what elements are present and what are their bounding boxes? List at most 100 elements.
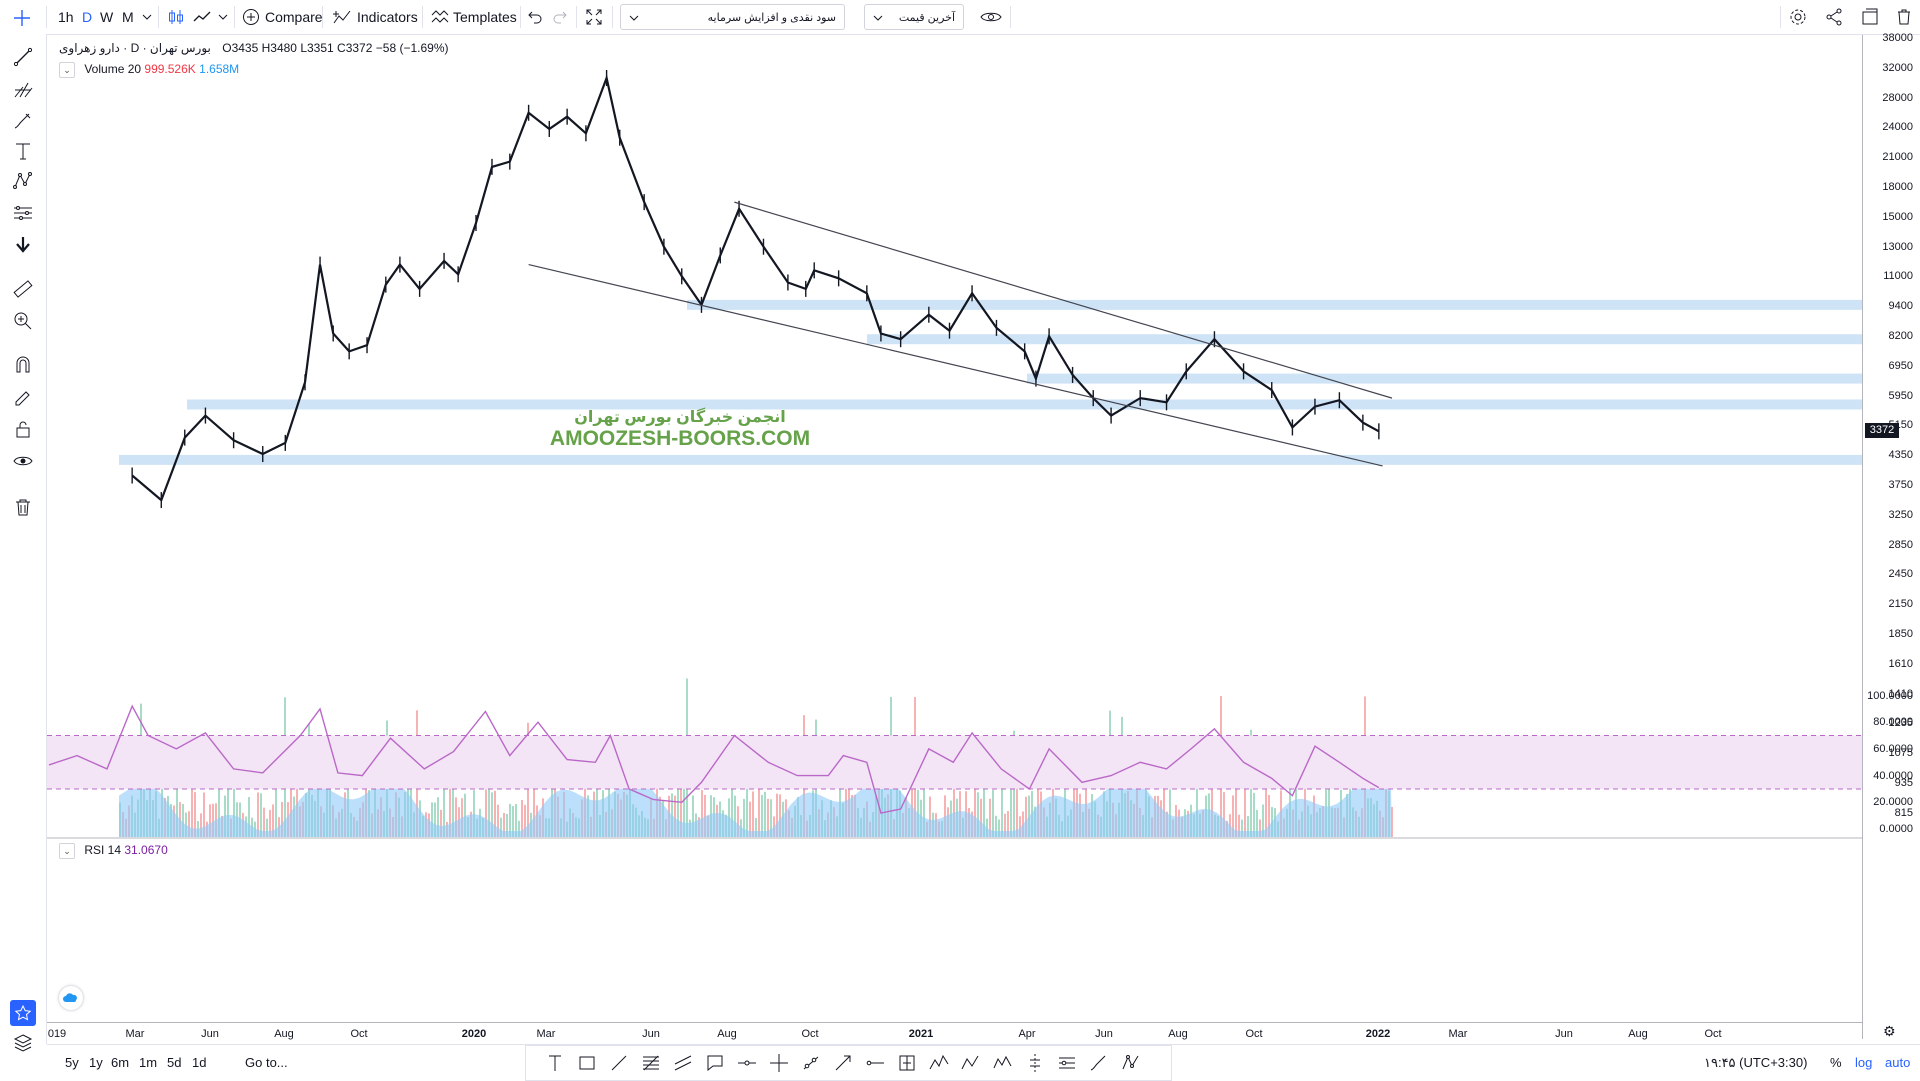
rsi-collapse-button[interactable]: ⌄ — [59, 843, 75, 859]
crosshair-icon[interactable] — [12, 8, 32, 28]
line-chart-icon[interactable] — [192, 7, 212, 27]
time-axis-label: Aug — [274, 1028, 294, 1040]
volume-bar — [1010, 786, 1012, 837]
volume-bar — [1001, 784, 1003, 837]
favorites-button[interactable] — [10, 1000, 36, 1026]
price-axis-label: 1235 — [1888, 717, 1913, 730]
price-type-dropdown[interactable]: آخرین قیمت — [864, 4, 964, 30]
date-range-icon[interactable] — [896, 1052, 918, 1074]
time-display[interactable]: ۱۹:۴۵ (UTC+3:30) — [1704, 1055, 1808, 1070]
candles-icon[interactable] — [166, 7, 186, 27]
chevron-down-icon[interactable] — [142, 12, 152, 22]
eye-icon[interactable] — [12, 450, 34, 472]
trash-icon[interactable] — [12, 496, 34, 518]
log-toggle[interactable]: log — [1855, 1055, 1873, 1070]
rectangle-tool-icon[interactable] — [576, 1052, 598, 1074]
dividends-dropdown[interactable]: سود نقدی و افزایش سرمایه — [620, 4, 845, 30]
chevron-down-icon[interactable] — [218, 12, 228, 22]
volume-collapse-button[interactable]: ⌄ — [59, 62, 75, 78]
range-5y[interactable]: 5y — [65, 1055, 79, 1070]
axis-settings-icon[interactable]: ⚙ — [1883, 1023, 1896, 1039]
percent-toggle[interactable]: % — [1830, 1055, 1842, 1070]
goto-button[interactable]: Go to... — [245, 1055, 288, 1070]
ray-icon[interactable] — [800, 1052, 822, 1074]
gear-icon[interactable] — [1788, 7, 1808, 27]
zoom-icon[interactable] — [12, 310, 34, 332]
forecast-icon[interactable] — [1056, 1052, 1078, 1074]
eye-icon[interactable] — [980, 9, 1002, 25]
volume-value: 999.526K — [144, 62, 196, 77]
price-axis-label: 935 — [1894, 777, 1913, 789]
price-chart[interactable] — [47, 35, 1862, 1039]
interval-w[interactable]: W — [100, 9, 114, 25]
vertical-line-icon[interactable] — [1024, 1052, 1046, 1074]
volume-bar — [1223, 792, 1225, 837]
fib-retracement-icon[interactable] — [640, 1052, 662, 1074]
interval-1h[interactable]: 1h — [58, 9, 74, 25]
arrow-down-icon[interactable] — [12, 234, 34, 256]
range-1d[interactable]: 1d — [192, 1055, 207, 1070]
range-1y[interactable]: 1y — [89, 1055, 103, 1070]
share-icon[interactable] — [1824, 7, 1844, 27]
time-axis[interactable]: 019 Mar Jun Aug Oct 2020 Mar Jun Aug Oct 2021 Apr Ju… — [47, 1022, 1862, 1045]
fullscreen-icon[interactable] — [584, 7, 604, 27]
line-tool-icon[interactable] — [608, 1052, 630, 1074]
symbol-name[interactable]: دارو زهراوی — [59, 41, 120, 55]
parallel-channel-icon[interactable] — [672, 1052, 694, 1074]
interval-d[interactable]: D — [82, 9, 93, 25]
brush-icon[interactable] — [12, 110, 34, 132]
horizontal-line-icon[interactable] — [736, 1052, 758, 1074]
volume-bar — [764, 791, 766, 837]
range-1m[interactable]: 1m — [139, 1055, 158, 1070]
price-axis-label: 3250 — [1888, 508, 1913, 521]
chart-pane[interactable]: دارو زهراوی · D · بورس تهران O3435 H3480… — [47, 35, 1862, 1039]
indicators-icon[interactable] — [332, 7, 352, 27]
volume-bar — [452, 785, 454, 837]
tradingview-logo[interactable] — [59, 986, 83, 1010]
callout-icon[interactable] — [704, 1052, 726, 1074]
arrow-tool-icon[interactable] — [832, 1052, 854, 1074]
brush-tool-icon[interactable] — [1088, 1052, 1110, 1074]
abcd-pattern-icon[interactable] — [960, 1052, 982, 1074]
range-6m[interactable]: 6m — [111, 1055, 130, 1070]
rsi-label[interactable]: RSI 14 — [84, 843, 122, 858]
xabcd-pattern-icon[interactable] — [1120, 1052, 1142, 1074]
trend-line-icon[interactable] — [12, 46, 34, 68]
pencil-lock-icon[interactable] — [12, 386, 34, 408]
range-5d[interactable]: 5d — [167, 1055, 182, 1070]
compare-plus-icon[interactable] — [242, 8, 260, 26]
compare-button[interactable]: Compare — [265, 9, 323, 25]
magnet-icon[interactable] — [12, 354, 34, 376]
horizontal-ray-icon[interactable] — [864, 1052, 886, 1074]
trash-icon[interactable] — [1894, 7, 1914, 27]
volume-bar — [434, 802, 436, 837]
volume-bar — [1241, 819, 1243, 837]
cross-line-icon[interactable] — [768, 1052, 790, 1074]
pitchfork-icon[interactable] — [12, 78, 34, 100]
time-axis-label: Mar — [1448, 1028, 1468, 1040]
auto-toggle[interactable]: auto — [1885, 1055, 1911, 1070]
redo-icon[interactable] — [552, 9, 568, 25]
time-axis-label: Mar — [536, 1028, 556, 1040]
ruler-icon[interactable] — [12, 278, 34, 300]
indicators-button[interactable]: Indicators — [357, 9, 418, 25]
price-axis-label: 1610 — [1888, 657, 1913, 670]
elliott-wave-icon[interactable] — [928, 1052, 950, 1074]
text-icon[interactable] — [12, 140, 34, 162]
templates-icon[interactable] — [430, 7, 450, 27]
undo-icon[interactable] — [527, 9, 543, 25]
price-axis-label: 11000 — [1883, 270, 1913, 283]
layers-icon[interactable] — [12, 1032, 34, 1054]
prediction-icon[interactable] — [12, 202, 34, 224]
price-axis[interactable]: 38000 32000 28000 24000 21000 18000 15000 13000… — [1862, 32, 1920, 1039]
window-icon[interactable] — [1860, 7, 1880, 27]
abcde-pattern-icon[interactable] — [992, 1052, 1014, 1074]
lock-icon[interactable] — [12, 418, 34, 440]
volume-bar — [1025, 796, 1027, 837]
pattern-icon[interactable] — [12, 170, 34, 192]
interval-m[interactable]: M — [122, 9, 134, 25]
text-tool-icon[interactable] — [544, 1052, 566, 1074]
time-axis-label: Aug — [1168, 1028, 1188, 1040]
volume-label[interactable]: Volume 20 — [84, 62, 142, 77]
templates-button[interactable]: Templates — [453, 9, 517, 25]
